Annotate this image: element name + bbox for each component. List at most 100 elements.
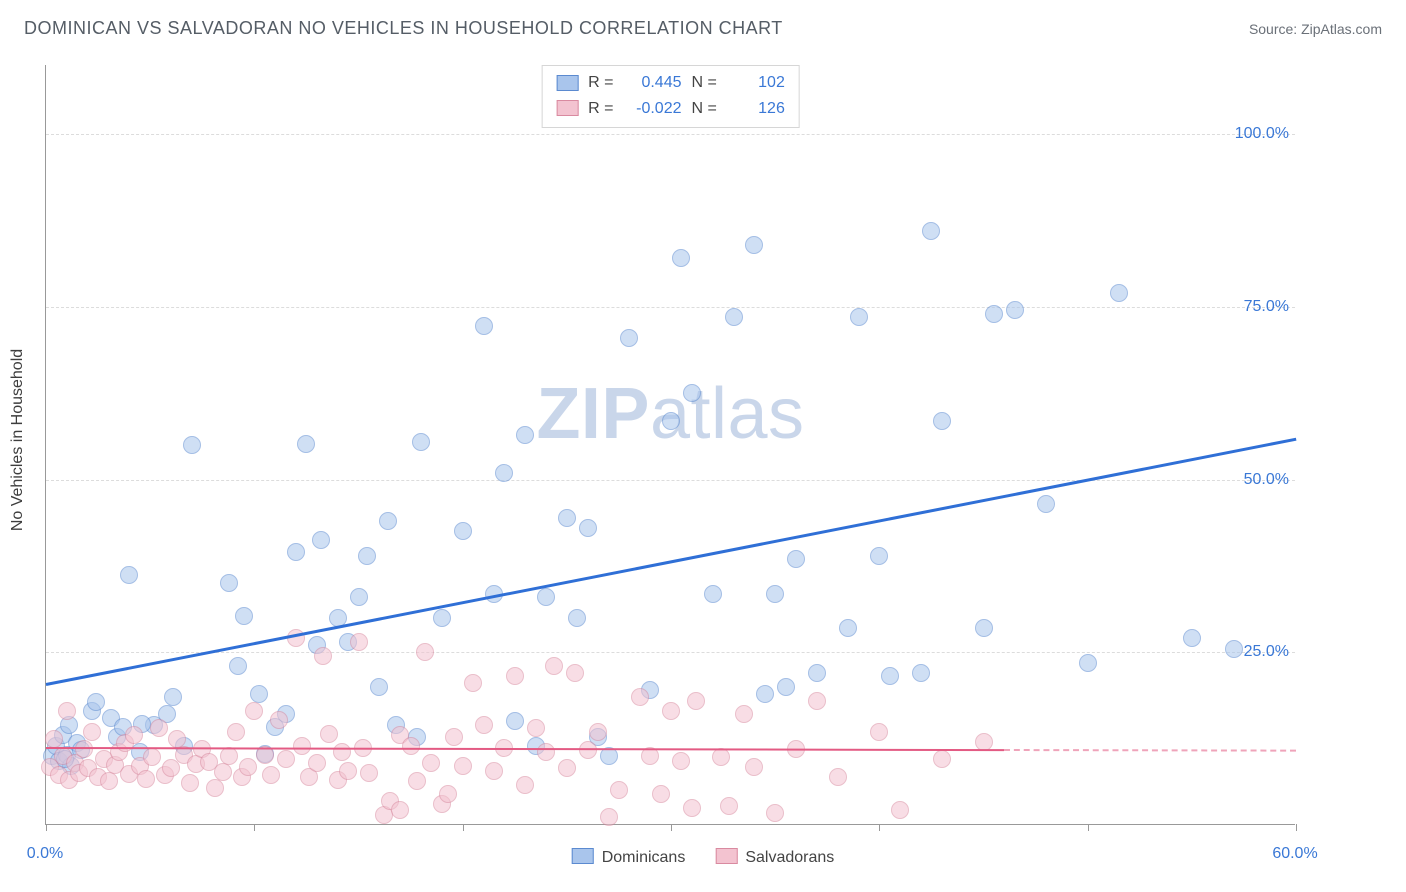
- data-point: [137, 770, 155, 788]
- data-point: [745, 758, 763, 776]
- legend-stats-row: R =-0.022N =126: [556, 96, 785, 122]
- legend-stats: R =0.445N =102R =-0.022N =126: [541, 65, 800, 128]
- legend-r-value: -0.022: [624, 96, 682, 122]
- data-point: [229, 657, 247, 675]
- data-point: [120, 566, 138, 584]
- data-point: [766, 804, 784, 822]
- legend-r-value: 0.445: [624, 70, 682, 96]
- data-point: [933, 412, 951, 430]
- legend-item: Salvadorans: [715, 848, 834, 867]
- data-point: [735, 705, 753, 723]
- data-point: [350, 588, 368, 606]
- data-point: [870, 547, 888, 565]
- y-tick-label: 100.0%: [1235, 125, 1289, 143]
- x-tick: [671, 824, 672, 831]
- data-point: [891, 801, 909, 819]
- data-point: [975, 619, 993, 637]
- data-point: [712, 748, 730, 766]
- data-point: [537, 743, 555, 761]
- data-point: [566, 664, 584, 682]
- data-point: [227, 723, 245, 741]
- x-tick-label: 60.0%: [1272, 845, 1317, 863]
- data-point: [808, 692, 826, 710]
- data-point: [183, 436, 201, 454]
- legend-stats-row: R =0.445N =102: [556, 70, 785, 96]
- y-tick-label: 50.0%: [1244, 471, 1289, 489]
- legend-r-label: R =: [588, 96, 613, 122]
- x-tick: [1296, 824, 1297, 831]
- data-point: [220, 747, 238, 765]
- legend-r-label: R =: [588, 70, 613, 96]
- data-point: [333, 743, 351, 761]
- data-point: [439, 785, 457, 803]
- legend-series: DominicansSalvadorans: [572, 848, 835, 867]
- data-point: [777, 678, 795, 696]
- data-point: [662, 702, 680, 720]
- data-point: [206, 779, 224, 797]
- data-point: [45, 730, 63, 748]
- data-point: [662, 412, 680, 430]
- data-point: [162, 759, 180, 777]
- data-point: [527, 719, 545, 737]
- watermark-bold: ZIP: [536, 374, 650, 454]
- data-point: [270, 711, 288, 729]
- trend-line: [46, 438, 1297, 686]
- data-point: [464, 674, 482, 692]
- data-point: [870, 723, 888, 741]
- data-point: [308, 754, 326, 772]
- legend-n-value: 126: [727, 96, 785, 122]
- legend-swatch: [572, 848, 594, 864]
- legend-swatch: [715, 848, 737, 864]
- data-point: [475, 317, 493, 335]
- data-point: [293, 737, 311, 755]
- data-point: [687, 692, 705, 710]
- data-point: [985, 305, 1003, 323]
- data-point: [745, 236, 763, 254]
- data-point: [125, 726, 143, 744]
- data-point: [1225, 640, 1243, 658]
- data-point: [485, 762, 503, 780]
- x-tick: [463, 824, 464, 831]
- data-point: [610, 781, 628, 799]
- data-point: [631, 688, 649, 706]
- x-tick: [46, 824, 47, 831]
- data-point: [579, 519, 597, 537]
- data-point: [391, 801, 409, 819]
- data-point: [314, 647, 332, 665]
- data-point: [829, 768, 847, 786]
- data-point: [250, 685, 268, 703]
- data-point: [620, 329, 638, 347]
- data-point: [558, 509, 576, 527]
- data-point: [402, 737, 420, 755]
- data-point: [506, 712, 524, 730]
- data-point: [58, 702, 76, 720]
- data-point: [600, 808, 618, 826]
- legend-swatch: [556, 100, 578, 116]
- data-point: [235, 607, 253, 625]
- data-point: [350, 633, 368, 651]
- data-point: [850, 308, 868, 326]
- trend-line-dashed: [1004, 749, 1296, 752]
- data-point: [164, 688, 182, 706]
- data-point: [320, 725, 338, 743]
- data-point: [545, 657, 563, 675]
- legend-label: Salvadorans: [745, 849, 834, 866]
- data-point: [370, 678, 388, 696]
- x-tick: [879, 824, 880, 831]
- data-point: [495, 464, 513, 482]
- source-label: Source: ZipAtlas.com: [1249, 21, 1382, 37]
- data-point: [506, 667, 524, 685]
- data-point: [808, 664, 826, 682]
- legend-n-label: N =: [692, 70, 717, 96]
- x-tick: [254, 824, 255, 831]
- x-tick-label: 0.0%: [27, 845, 63, 863]
- data-point: [516, 776, 534, 794]
- gridline: [46, 134, 1295, 135]
- data-point: [1037, 495, 1055, 513]
- data-point: [445, 728, 463, 746]
- gridline: [46, 480, 1295, 481]
- data-point: [787, 550, 805, 568]
- data-point: [683, 799, 701, 817]
- data-point: [360, 764, 378, 782]
- x-tick: [1088, 824, 1089, 831]
